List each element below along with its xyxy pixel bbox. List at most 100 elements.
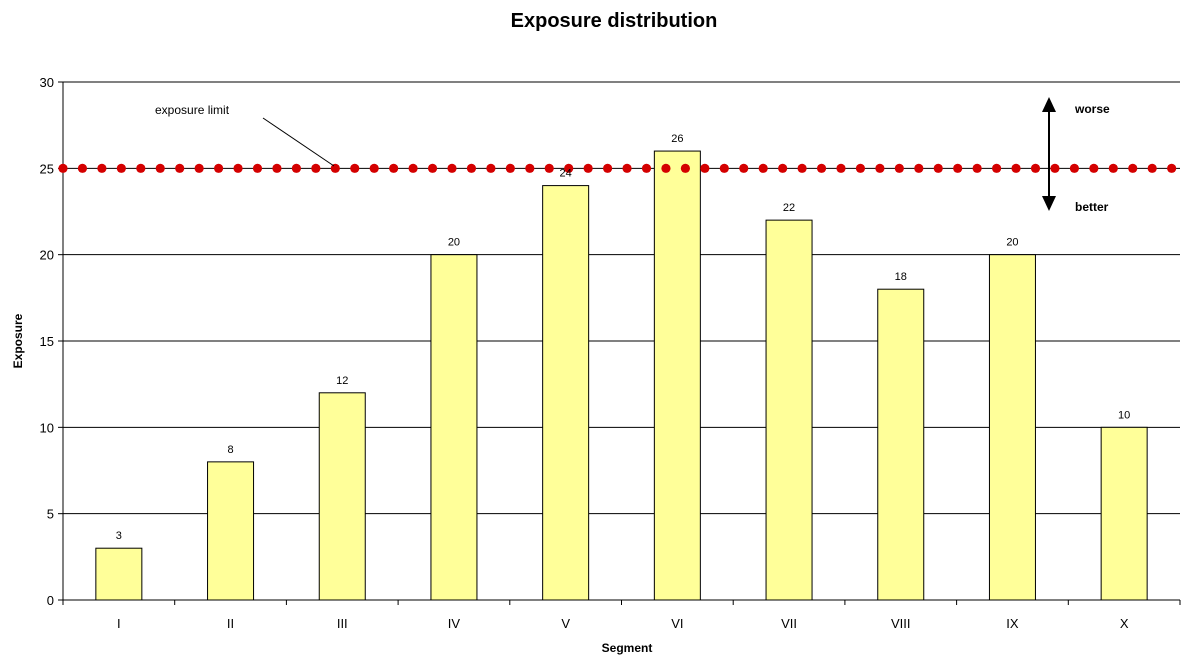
limit-dot bbox=[603, 163, 613, 173]
limit-dot bbox=[680, 163, 691, 173]
limit-dot bbox=[1147, 163, 1157, 173]
data-label: 20 bbox=[448, 237, 460, 249]
limit-dot bbox=[544, 163, 554, 173]
limit-dot bbox=[778, 163, 788, 173]
y-tick-label: 5 bbox=[47, 507, 54, 522]
y-tick-label: 0 bbox=[47, 593, 54, 608]
limit-dot bbox=[1108, 163, 1118, 173]
y-tick-label: 30 bbox=[40, 75, 54, 90]
limit-dot bbox=[252, 163, 263, 173]
limit-dot bbox=[466, 163, 477, 173]
data-labels: 3 8 12 20 24 26 22 18 20 10 bbox=[116, 133, 1130, 542]
better-label: better bbox=[1075, 200, 1109, 214]
limit-dot bbox=[661, 163, 671, 173]
limit-dot bbox=[77, 163, 88, 173]
x-tick-label: V bbox=[561, 616, 570, 631]
exposure-limit-leader-line bbox=[262, 117, 335, 167]
arrow-up-icon bbox=[1042, 97, 1056, 112]
limit-dot bbox=[389, 163, 399, 173]
limit-dot bbox=[700, 163, 710, 173]
chart-title: Exposure distribution bbox=[511, 10, 718, 32]
limit-dot bbox=[311, 163, 321, 173]
bar-VIII bbox=[877, 288, 925, 601]
limit-dot bbox=[505, 163, 515, 173]
bar-VI bbox=[653, 150, 701, 601]
bars bbox=[95, 150, 1148, 601]
limit-dot bbox=[408, 163, 418, 173]
data-label: 8 bbox=[227, 444, 233, 456]
direction-indicator: worse better bbox=[1042, 97, 1110, 214]
limit-dot bbox=[194, 163, 204, 173]
arrow-down-icon bbox=[1042, 196, 1056, 211]
limit-dot bbox=[1050, 163, 1060, 173]
limit-dot bbox=[739, 163, 749, 173]
limit-dot bbox=[214, 163, 224, 173]
limit-dot bbox=[486, 163, 496, 173]
limit-dot bbox=[953, 163, 963, 173]
y-tick-label: 20 bbox=[40, 248, 54, 263]
limit-dot bbox=[447, 163, 457, 173]
limit-dot bbox=[583, 163, 593, 173]
y-tick-label: 25 bbox=[40, 161, 54, 176]
limit-dot bbox=[233, 163, 243, 173]
y-tick-label: 10 bbox=[40, 420, 54, 435]
limit-dot bbox=[1069, 163, 1079, 173]
limit-dot bbox=[797, 163, 807, 173]
limit-dot bbox=[855, 163, 866, 173]
limit-dot bbox=[972, 163, 982, 173]
data-label: 3 bbox=[116, 530, 122, 542]
limit-dot bbox=[369, 163, 379, 173]
limit-dot bbox=[875, 163, 885, 173]
x-tick-label: IX bbox=[1006, 616, 1019, 631]
limit-dot bbox=[350, 163, 360, 173]
limit-dot bbox=[933, 163, 943, 173]
bar-IX bbox=[988, 254, 1036, 601]
limit-dot bbox=[836, 163, 846, 173]
bar-II bbox=[207, 461, 255, 601]
x-tick-label: VIII bbox=[891, 616, 911, 631]
bar-VII bbox=[765, 219, 813, 601]
limit-dot bbox=[1167, 163, 1177, 173]
limit-dot bbox=[97, 163, 107, 173]
limit-dot bbox=[155, 163, 165, 173]
limit-dot bbox=[719, 163, 729, 173]
limit-dot bbox=[1089, 163, 1099, 173]
limit-dot bbox=[1011, 163, 1021, 173]
bar-X bbox=[1100, 426, 1148, 601]
exposure-limit-label: exposure limit bbox=[155, 103, 230, 117]
limit-dot bbox=[1030, 163, 1041, 173]
exposure-limit-line bbox=[58, 163, 1177, 173]
limit-dot bbox=[758, 163, 768, 173]
limit-dot bbox=[291, 163, 301, 173]
x-tick-label: IV bbox=[448, 616, 461, 631]
limit-dot bbox=[1128, 163, 1138, 173]
data-label: 10 bbox=[1118, 409, 1130, 421]
limit-dot bbox=[175, 163, 185, 173]
limit-dot bbox=[622, 163, 632, 173]
worse-label: worse bbox=[1074, 102, 1110, 116]
limit-dot bbox=[427, 163, 438, 173]
bar-IV bbox=[430, 254, 478, 601]
x-axis-label: Segment bbox=[602, 641, 653, 655]
limit-dot bbox=[330, 163, 340, 173]
x-tick-label: II bbox=[227, 616, 234, 631]
x-tick-label: VII bbox=[781, 616, 797, 631]
data-label: 24 bbox=[560, 168, 572, 180]
bar-V bbox=[542, 185, 590, 601]
bar-I bbox=[95, 547, 143, 601]
x-tick-label: VI bbox=[671, 616, 683, 631]
limit-dot bbox=[525, 163, 535, 173]
limit-dot bbox=[272, 163, 282, 173]
data-label: 26 bbox=[671, 133, 683, 145]
limit-dot bbox=[894, 163, 904, 173]
data-label: 22 bbox=[783, 202, 795, 214]
data-label: 12 bbox=[336, 375, 348, 387]
y-axis-label: Exposure bbox=[11, 313, 25, 368]
x-tick-label: I bbox=[117, 616, 121, 631]
limit-dot bbox=[564, 163, 574, 173]
limit-dot bbox=[136, 163, 146, 173]
limit-dot bbox=[58, 163, 68, 173]
data-label: 18 bbox=[895, 271, 907, 283]
